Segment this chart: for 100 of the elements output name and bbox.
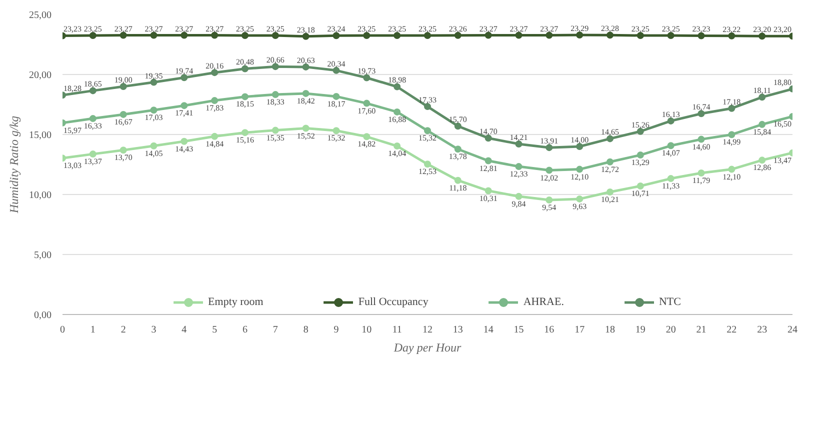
x-tick-label: 2 (120, 324, 126, 336)
x-tick-label: 11 (392, 324, 402, 336)
point (302, 124, 310, 132)
data-label: 14,00 (570, 136, 589, 144)
point (272, 126, 279, 134)
data-label: 15,32 (418, 134, 436, 143)
point (576, 195, 584, 202)
data-label: 23,27 (175, 24, 194, 34)
point (120, 146, 127, 154)
point (180, 102, 188, 110)
data-label: 23,20 (774, 25, 792, 34)
point (728, 131, 736, 138)
data-label: 12,10 (570, 172, 589, 182)
data-label: 16,67 (114, 117, 132, 126)
data-label: 17,03 (144, 113, 163, 122)
point (272, 91, 279, 98)
point (454, 176, 462, 184)
x-tick-label: 8 (303, 324, 308, 336)
data-label: 20,63 (296, 56, 315, 65)
point (211, 132, 218, 140)
x-tick-label: 10 (362, 324, 372, 336)
x-tick-label: 18 (605, 324, 615, 336)
data-label: 14,60 (692, 142, 710, 152)
data-label: 9,54 (542, 203, 556, 212)
data-label: 19,73 (358, 66, 376, 76)
data-label: 13,29 (631, 158, 650, 168)
x-tick-label: 24 (788, 324, 798, 336)
legend-label: Full Occupancy (358, 296, 428, 308)
data-label: 12,86 (753, 163, 772, 172)
point (211, 97, 218, 104)
data-label: 13,03 (64, 161, 82, 170)
data-label: 10,21 (601, 194, 619, 204)
point (302, 90, 310, 97)
y-tick-label: 10,00 (29, 190, 52, 201)
data-label: 15,32 (327, 134, 346, 143)
data-label: 16,13 (662, 110, 680, 119)
x-tick-label: 3 (151, 324, 156, 336)
data-label: 14,43 (175, 144, 194, 154)
point (546, 196, 553, 204)
x-tick-label: 13 (452, 324, 463, 336)
data-label: 12,81 (479, 164, 498, 173)
data-label: 13,70 (114, 153, 132, 162)
data-label: 19,35 (144, 71, 163, 80)
data-label: 14,70 (479, 127, 498, 136)
point (546, 166, 553, 174)
data-label: 23,20 (753, 25, 772, 34)
x-tick-label: 9 (334, 324, 339, 336)
x-tick-label: 6 (242, 324, 248, 336)
data-label: 23,27 (206, 24, 224, 34)
data-label: 19,00 (114, 76, 132, 84)
data-label: 18,42 (296, 96, 315, 106)
point (394, 108, 401, 116)
x-tick-label: 15 (514, 324, 524, 336)
point (363, 100, 370, 107)
y-tick-label: 0,00 (34, 310, 52, 321)
data-label: 14,84 (206, 139, 224, 148)
point (515, 163, 522, 170)
data-label: 23,26 (448, 24, 467, 34)
data-label: 18,15 (236, 100, 254, 109)
y-tick-label: 5,00 (34, 250, 52, 261)
data-label: 13,78 (448, 152, 467, 162)
point (150, 106, 158, 114)
point (758, 120, 766, 128)
x-tick-label: 14 (483, 324, 494, 336)
data-label: 23,23 (692, 24, 710, 34)
point (667, 142, 674, 150)
data-label: 11,79 (692, 176, 710, 186)
point (484, 157, 492, 164)
legend-label: AHRAE. (523, 296, 564, 308)
point (363, 133, 370, 140)
data-label: 13,91 (540, 136, 558, 146)
point (698, 170, 705, 177)
data-label: 23,25 (631, 24, 650, 34)
point (120, 110, 127, 118)
point (424, 127, 431, 134)
point (636, 152, 644, 159)
data-label: 23,23 (64, 24, 82, 34)
data-label: 15,35 (266, 133, 284, 142)
data-label: 15,84 (753, 127, 772, 136)
x-tick-label: 1 (90, 324, 96, 336)
data-label: 23,25 (266, 24, 284, 34)
point (424, 160, 431, 168)
point (667, 175, 674, 182)
point (180, 138, 188, 145)
data-label: 20,34 (327, 59, 346, 68)
x-tick-label: 21 (696, 324, 706, 336)
point (242, 93, 248, 100)
data-label: 13,47 (774, 156, 792, 165)
data-label: 9,63 (572, 202, 587, 211)
data-label: 23,28 (601, 24, 619, 34)
x-tick-label: 4 (182, 324, 187, 336)
data-label: 15,26 (631, 120, 650, 130)
data-label: 18,28 (64, 84, 82, 94)
x-tick-label: 7 (272, 324, 278, 336)
point (576, 166, 584, 173)
data-label: 11,33 (662, 182, 680, 191)
point (332, 92, 340, 100)
point (394, 142, 401, 150)
data-label: 13,37 (84, 157, 102, 166)
data-label: 23,27 (540, 24, 558, 34)
